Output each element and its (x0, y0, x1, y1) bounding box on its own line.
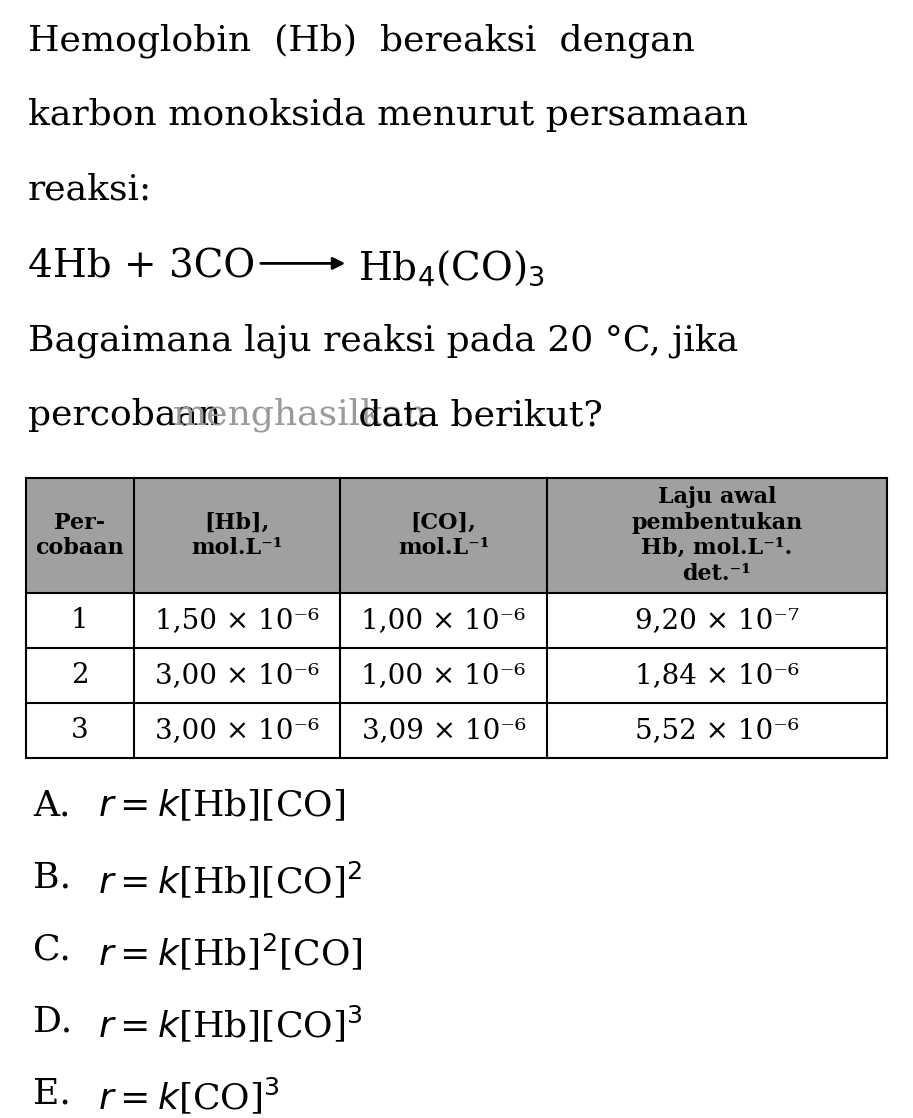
Text: $r = k$[Hb][CO]$^3$: $r = k$[Hb][CO]$^3$ (98, 1004, 362, 1044)
Text: B.: B. (33, 860, 71, 894)
Text: C.: C. (33, 932, 71, 966)
Text: A.: A. (33, 788, 70, 822)
Text: [CO],
mol.L⁻¹: [CO], mol.L⁻¹ (398, 512, 489, 559)
Bar (26, 479, 887, 593)
Text: 1,00 × 10⁻⁶: 1,00 × 10⁻⁶ (362, 607, 526, 634)
Text: 5,52 × 10⁻⁶: 5,52 × 10⁻⁶ (635, 717, 799, 743)
Text: reaksi:: reaksi: (28, 173, 152, 207)
Text: 1,50 × 10⁻⁶: 1,50 × 10⁻⁶ (155, 607, 319, 634)
Text: data berikut?: data berikut? (347, 398, 603, 432)
Text: Bagaimana laju reaksi pada 20 °C, jika: Bagaimana laju reaksi pada 20 °C, jika (28, 323, 739, 358)
Text: 4Hb + 3CO: 4Hb + 3CO (28, 248, 255, 285)
Bar (26, 648, 887, 703)
Text: Per-
cobaan: Per- cobaan (36, 512, 124, 559)
Text: 3,00 × 10⁻⁶: 3,00 × 10⁻⁶ (155, 662, 319, 689)
Text: D.: D. (33, 1004, 72, 1038)
Text: [Hb],
mol.L⁻¹: [Hb], mol.L⁻¹ (191, 512, 283, 559)
Bar (26, 479, 887, 758)
Text: karbon monoksida menurut persamaan: karbon monoksida menurut persamaan (28, 98, 748, 132)
Text: $r = k$[Hb][CO]: $r = k$[Hb][CO] (98, 788, 345, 824)
Bar (26, 703, 887, 758)
Text: percobaan: percobaan (28, 398, 233, 432)
Text: 9,20 × 10⁻⁷: 9,20 × 10⁻⁷ (635, 607, 799, 634)
Text: 2: 2 (71, 662, 89, 689)
Text: 3: 3 (71, 717, 89, 743)
Text: $r = k$[Hb]$^2$[CO]: $r = k$[Hb]$^2$[CO] (98, 932, 362, 973)
Text: Laju awal
pembentukan
Hb, mol.L⁻¹.
det.⁻¹: Laju awal pembentukan Hb, mol.L⁻¹. det.⁻… (631, 486, 803, 585)
Bar (26, 593, 887, 648)
Text: 3,09 × 10⁻⁶: 3,09 × 10⁻⁶ (362, 717, 526, 743)
Text: E.: E. (33, 1076, 71, 1110)
Text: Hemoglobin  (Hb)  bereaksi  dengan: Hemoglobin (Hb) bereaksi dengan (28, 23, 695, 57)
Text: 1,00 × 10⁻⁶: 1,00 × 10⁻⁶ (362, 662, 526, 689)
Text: Hb$_4$(CO)$_3$: Hb$_4$(CO)$_3$ (358, 248, 545, 287)
Text: 1: 1 (71, 607, 89, 634)
Text: $r = k$[CO]$^3$: $r = k$[CO]$^3$ (98, 1076, 280, 1117)
Text: 3,00 × 10⁻⁶: 3,00 × 10⁻⁶ (155, 717, 319, 743)
Text: 1,84 × 10⁻⁶: 1,84 × 10⁻⁶ (635, 662, 799, 689)
Text: menghasilkan: menghasilkan (173, 398, 428, 433)
Text: $r = k$[Hb][CO]$^2$: $r = k$[Hb][CO]$^2$ (98, 860, 362, 901)
